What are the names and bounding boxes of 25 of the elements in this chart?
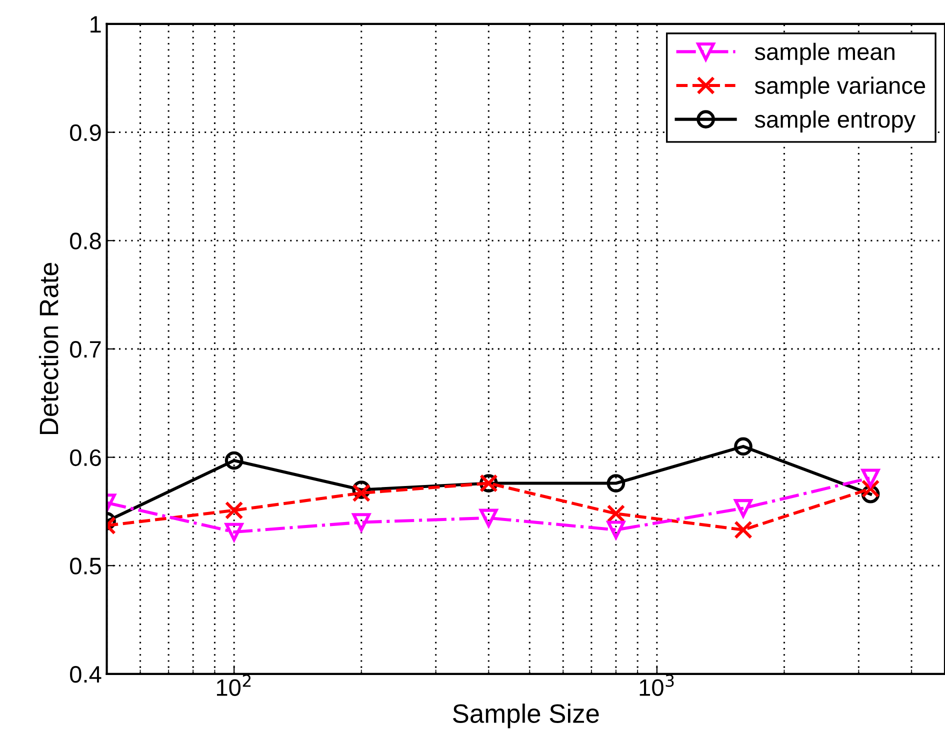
point [352,484,371,502]
point [861,468,880,488]
x-axis-title: Sample Size [453,704,599,728]
y-tick-label: 1 [90,16,101,32]
y-axis-title: Detection Rate [38,262,58,434]
legend-label: sample entropy [754,110,916,132]
y-tick-label: 0.9 [70,124,101,142]
point [606,474,626,492]
legend-label: sample mean [754,42,894,65]
point [606,520,626,540]
point [224,451,244,470]
y-tick-label: 0.4 [70,666,102,683]
legend-label: sample variance [754,76,926,99]
y-tick-label: 0.6 [70,449,101,466]
y-tick-label: 0.5 [70,558,101,574]
point [352,513,371,532]
point [606,504,626,523]
point [734,499,752,518]
y-tick-label: 0.7 [70,341,101,358]
point [479,508,498,528]
point [734,437,752,456]
point [224,501,244,520]
y-tick-label: 0.8 [70,232,101,250]
point [224,522,244,542]
point [734,520,752,540]
